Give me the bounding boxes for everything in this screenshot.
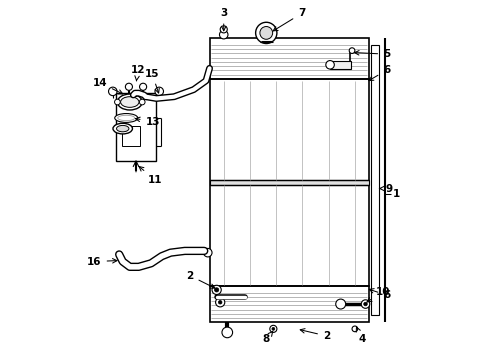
Circle shape [220,26,227,33]
Text: 14: 14 [93,77,122,94]
Bar [371,45,379,315]
Ellipse shape [121,97,139,107]
Circle shape [115,99,120,105]
Text: 10: 10 [367,287,391,302]
Text: 6: 6 [369,65,391,81]
Text: 5: 5 [355,49,391,59]
Circle shape [155,87,164,96]
Text: 15: 15 [145,69,159,93]
Circle shape [349,48,355,54]
Circle shape [272,328,275,330]
Circle shape [220,31,228,39]
Bar [210,38,369,79]
Ellipse shape [118,115,135,121]
Bar [210,79,369,286]
Bar [210,180,369,185]
Ellipse shape [117,125,129,132]
Text: 2: 2 [186,271,215,288]
Circle shape [212,285,221,294]
Circle shape [260,27,272,39]
Circle shape [336,299,345,309]
Circle shape [361,300,370,308]
Text: 11: 11 [139,167,163,185]
Text: 4: 4 [356,327,366,345]
Bar [116,93,156,161]
Circle shape [270,325,277,332]
Ellipse shape [118,94,142,110]
Bar [122,126,140,146]
Circle shape [125,83,132,90]
Text: 3: 3 [220,8,227,31]
Circle shape [222,327,233,338]
Text: 16: 16 [87,257,117,266]
Circle shape [219,301,222,304]
Circle shape [109,87,117,96]
Text: 7: 7 [273,8,305,31]
Circle shape [215,288,219,292]
Text: 12: 12 [130,65,145,81]
Circle shape [326,60,334,69]
Circle shape [140,83,147,90]
Circle shape [364,302,368,306]
Ellipse shape [113,123,132,134]
Circle shape [216,298,225,307]
Text: 6: 6 [369,289,391,300]
Circle shape [139,99,145,105]
Text: 2: 2 [300,329,330,341]
Ellipse shape [115,113,138,122]
Circle shape [256,22,277,44]
Circle shape [352,326,358,332]
Bar [210,286,369,322]
Text: 13: 13 [135,117,160,126]
Bar [330,60,351,69]
Text: 1: 1 [393,189,400,199]
Circle shape [203,248,212,257]
Text: 8: 8 [263,332,273,345]
Text: 9: 9 [380,184,393,194]
